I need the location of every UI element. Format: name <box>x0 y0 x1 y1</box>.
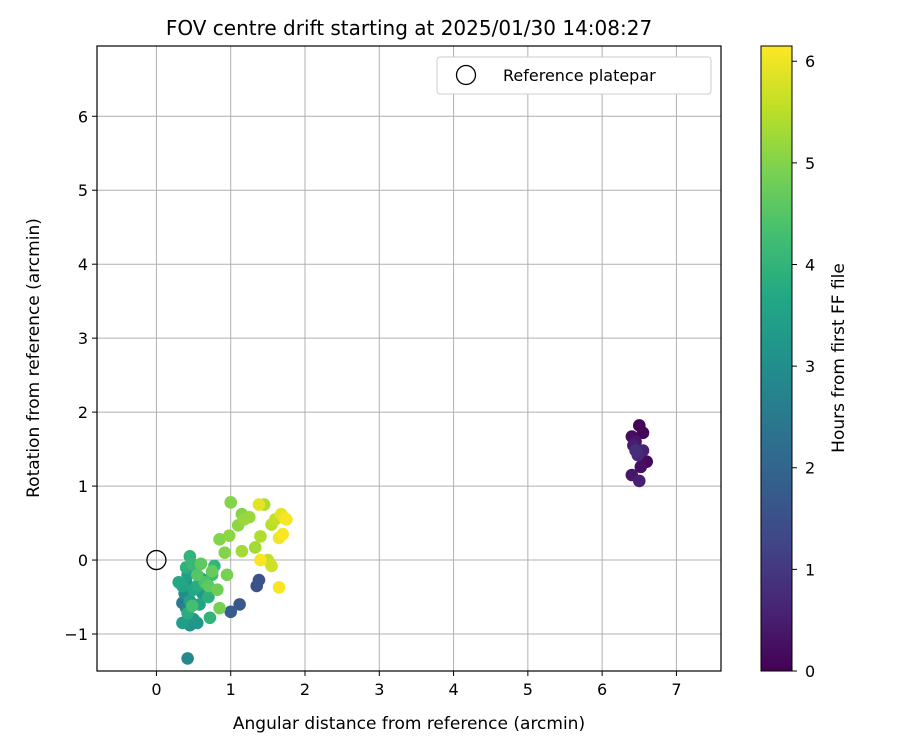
grid <box>97 46 721 671</box>
colorbar-tick-label: 5 <box>805 154 815 173</box>
y-axis-ticks: −1 0 1 2 3 4 5 6 <box>64 107 97 644</box>
data-point <box>185 599 199 613</box>
x-tick-label: 7 <box>671 680 681 699</box>
data-point <box>211 583 224 596</box>
data-point <box>254 553 267 567</box>
data-point <box>185 557 199 571</box>
data-point <box>176 616 189 630</box>
chart-title: FOV centre drift starting at 2025/01/30 … <box>166 16 652 40</box>
data-point <box>252 573 266 587</box>
x-axis-label: Angular distance from reference (arcmin) <box>233 714 585 734</box>
data-point <box>242 510 256 524</box>
colorbar-tick-label: 4 <box>805 255 815 274</box>
x-tick-label: 3 <box>374 680 384 699</box>
data-point <box>194 557 208 571</box>
data-point <box>634 460 648 474</box>
y-tick-label: 5 <box>78 181 88 200</box>
data-point <box>190 568 204 582</box>
plot-frame <box>96 45 722 672</box>
colorbar-label: Hours from first FF file <box>829 263 849 453</box>
data-point <box>222 529 236 542</box>
data-point <box>276 527 290 541</box>
y-tick-label: 1 <box>78 477 88 496</box>
legend-marker <box>455 64 477 86</box>
data-point <box>272 581 286 594</box>
data-point <box>280 513 293 526</box>
x-tick-label: 2 <box>300 680 310 699</box>
colorbar-tick-label: 3 <box>805 357 815 376</box>
data-point <box>220 568 234 582</box>
x-axis-ticks: 0 1 2 3 4 5 6 7 <box>151 671 682 699</box>
x-tick-label: 6 <box>597 680 607 699</box>
colorbar-ticks: 0 1 2 3 4 5 6 <box>792 52 815 681</box>
data-point <box>629 444 642 457</box>
data-point <box>636 426 650 440</box>
scatter-points <box>172 419 654 665</box>
y-tick-label: 0 <box>78 551 88 570</box>
data-point <box>235 544 249 558</box>
y-tick-label: 2 <box>78 403 88 422</box>
data-point <box>218 546 232 559</box>
colorbar-tick-label: 0 <box>805 662 815 681</box>
x-tick-label: 5 <box>523 680 533 699</box>
data-point <box>172 575 186 589</box>
data-point <box>248 541 262 554</box>
data-point <box>233 598 246 611</box>
y-tick-label: 4 <box>78 255 88 274</box>
legend-label: Reference platepar <box>503 66 656 85</box>
colorbar-tick-label: 6 <box>805 52 815 71</box>
data-point <box>202 590 215 604</box>
legend-box <box>436 56 712 95</box>
y-tick-label: −1 <box>64 625 88 644</box>
data-point <box>252 498 266 511</box>
legend: Reference platepar <box>436 56 712 95</box>
data-point <box>181 652 194 665</box>
data-point <box>213 533 226 546</box>
colorbar-tick-label: 1 <box>805 560 815 579</box>
data-point <box>632 474 646 488</box>
reference-marker <box>146 549 167 571</box>
reference-point-marker <box>146 549 167 571</box>
data-point <box>213 601 226 615</box>
y-axis-label: Rotation from reference (arcmin) <box>24 218 44 498</box>
colorbar-gradient <box>760 45 793 672</box>
colorbar: 0 1 2 3 4 5 6 Hours from first FF file <box>760 45 849 681</box>
x-tick-label: 1 <box>226 680 236 699</box>
y-tick-label: 3 <box>78 329 88 348</box>
data-point <box>224 496 238 509</box>
data-point <box>203 611 217 625</box>
data-point <box>205 564 219 578</box>
y-tick-label: 6 <box>78 107 88 126</box>
x-tick-label: 0 <box>151 680 161 699</box>
data-point <box>265 559 278 573</box>
data-point <box>224 605 238 619</box>
colorbar-tick-label: 2 <box>805 459 815 478</box>
data-point <box>254 530 267 543</box>
x-tick-label: 4 <box>448 680 458 699</box>
